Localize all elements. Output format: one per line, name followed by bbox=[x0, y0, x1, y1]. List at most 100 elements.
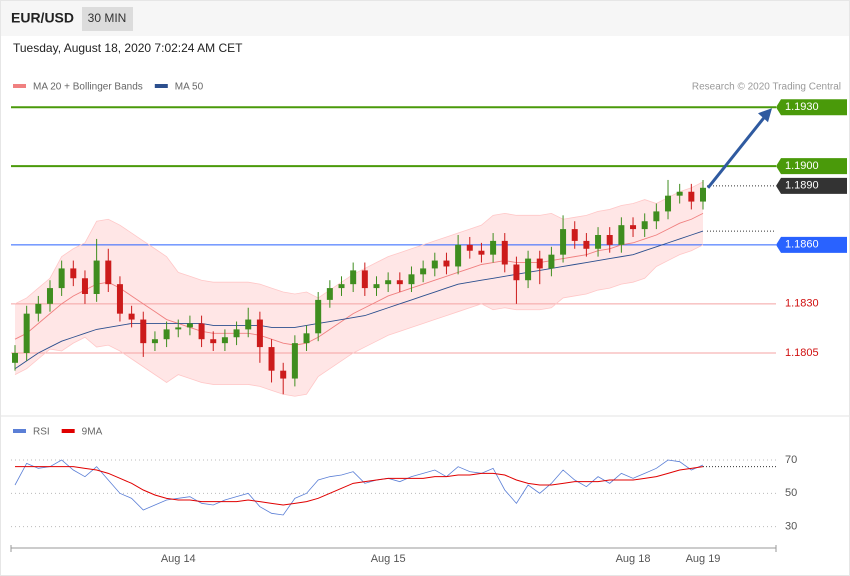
y-tick-label: 70 bbox=[785, 454, 797, 466]
arrow-head bbox=[758, 108, 772, 123]
level-label: 1.1830 bbox=[785, 298, 819, 310]
candle-body bbox=[466, 244, 473, 251]
legend-label: MA 20 + Bollinger Bands bbox=[33, 82, 143, 93]
legend-label: RSI bbox=[33, 427, 50, 438]
series-line bbox=[15, 466, 704, 506]
candle-body bbox=[513, 264, 520, 281]
candle-body bbox=[443, 260, 450, 267]
credit: Research © 2020 Trading Central bbox=[692, 82, 841, 93]
candle-body bbox=[478, 250, 485, 255]
candle-body bbox=[338, 284, 345, 289]
candle-body bbox=[315, 299, 322, 334]
level-label: 1.1860 bbox=[785, 239, 819, 251]
candle-body bbox=[35, 303, 42, 314]
level-label: 1.1930 bbox=[785, 101, 819, 113]
interval[interactable]: 30 MIN bbox=[88, 11, 127, 25]
legend-label: MA 50 bbox=[175, 82, 204, 93]
candle-body bbox=[93, 260, 100, 294]
candle-body bbox=[490, 240, 497, 255]
bollinger-upper bbox=[14, 181, 704, 305]
candle-body bbox=[326, 288, 333, 300]
candle-body bbox=[58, 268, 65, 289]
candle-body bbox=[291, 343, 298, 379]
legend-swatch bbox=[13, 429, 26, 433]
candle-body bbox=[268, 347, 275, 371]
candle-body bbox=[280, 370, 287, 379]
candle-body bbox=[700, 187, 706, 202]
candle-body bbox=[245, 319, 252, 330]
level-tag bbox=[776, 158, 847, 175]
candle-body bbox=[676, 191, 683, 196]
candle-body bbox=[618, 225, 625, 245]
candle-body bbox=[548, 254, 555, 269]
candle-body bbox=[221, 337, 228, 344]
x-tick-label: Aug 19 bbox=[686, 553, 721, 565]
legend-label: 9MA bbox=[82, 427, 103, 438]
candle-body bbox=[653, 211, 660, 222]
candle-body bbox=[175, 327, 182, 330]
x-tick-label: Aug 18 bbox=[616, 553, 651, 565]
legend-swatch bbox=[13, 84, 26, 88]
bollinger-band bbox=[15, 181, 703, 397]
level-label: 1.1805 bbox=[785, 347, 819, 359]
x-tick-label: Aug 15 bbox=[371, 553, 406, 565]
series-line bbox=[14, 459, 704, 516]
candle-body bbox=[571, 229, 578, 241]
price-panel: MA 20 + Bollinger Bands MA 50 1.1930 1.1900… bbox=[10, 82, 847, 565]
ma50-line bbox=[14, 230, 704, 370]
candle-body bbox=[256, 319, 263, 348]
candle-body bbox=[210, 339, 217, 344]
candle-body bbox=[198, 323, 205, 340]
level-label: 1.1900 bbox=[785, 160, 819, 172]
candle-body bbox=[116, 284, 123, 314]
header-bar bbox=[1, 1, 849, 36]
candle-body bbox=[408, 274, 415, 285]
candle-body bbox=[665, 195, 672, 212]
y-tick-label: 30 bbox=[785, 521, 797, 533]
level-tag bbox=[776, 236, 847, 253]
candle-body bbox=[23, 313, 30, 353]
candle-body bbox=[501, 240, 508, 265]
candle-body bbox=[641, 221, 648, 230]
forecast-arrow bbox=[706, 114, 768, 189]
candle-body bbox=[81, 278, 88, 294]
symbol: EUR/USD bbox=[11, 10, 74, 26]
candle-body bbox=[455, 244, 462, 267]
candle-body bbox=[396, 280, 403, 285]
candle-body bbox=[560, 229, 567, 255]
legend-swatch bbox=[61, 429, 75, 433]
rsi-panel: RSI 9MA 30 50 70 bbox=[11, 427, 797, 533]
level-tag bbox=[776, 99, 847, 116]
candle-body bbox=[46, 288, 53, 304]
ma20-line bbox=[14, 212, 704, 346]
candle-body bbox=[606, 235, 613, 245]
level-label: 1.1890 bbox=[785, 180, 819, 192]
candle-body bbox=[140, 319, 147, 344]
candle-body bbox=[420, 268, 427, 275]
candle-body bbox=[70, 268, 77, 279]
candle-body bbox=[525, 258, 532, 281]
candle-body bbox=[361, 270, 368, 289]
candle-body bbox=[373, 284, 380, 289]
candle-body bbox=[105, 260, 112, 285]
candle-body bbox=[385, 280, 392, 285]
candle-body bbox=[163, 329, 170, 340]
candle-body bbox=[595, 235, 602, 249]
y-tick-label: 50 bbox=[785, 487, 797, 499]
timestamp: Tuesday, August 18, 2020 7:02:24 AM CET bbox=[13, 41, 243, 55]
candle-body bbox=[630, 225, 637, 230]
candle-body bbox=[583, 240, 590, 249]
candle-body bbox=[233, 329, 240, 338]
candle-body bbox=[350, 270, 357, 285]
x-tick-label: Aug 14 bbox=[161, 553, 196, 565]
level-tag bbox=[776, 177, 847, 194]
candle-body bbox=[688, 191, 695, 202]
legend-swatch bbox=[154, 84, 168, 88]
candle-body bbox=[151, 339, 158, 344]
candle-body bbox=[128, 313, 135, 320]
interval-box[interactable] bbox=[82, 7, 133, 31]
candle-body bbox=[186, 323, 193, 328]
candle-body bbox=[431, 260, 438, 269]
candle-body bbox=[303, 333, 310, 344]
